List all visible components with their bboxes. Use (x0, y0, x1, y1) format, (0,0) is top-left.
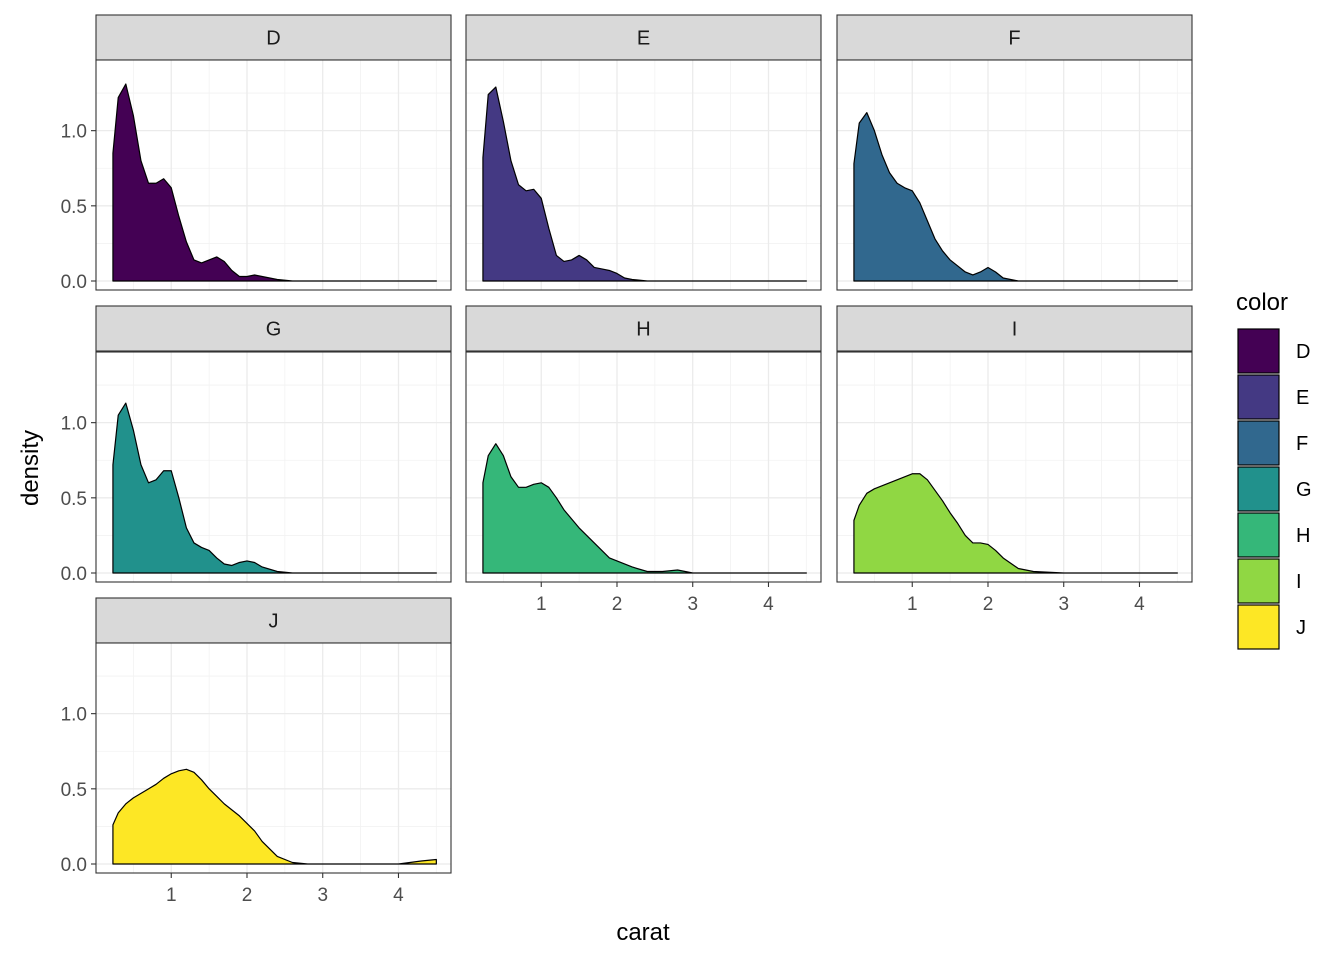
x-tick-label: 3 (687, 594, 698, 615)
x-tick-label: 2 (242, 885, 253, 906)
facet-panel-h: H 1 2 3 4 (465, 305, 822, 615)
x-tick-label: 4 (763, 594, 774, 615)
facet-strip-label: G (266, 319, 282, 341)
facet-panel-g: G 0.0 0.5 1.0 (61, 305, 452, 585)
legend-key-swatch (1237, 374, 1280, 420)
facet-panel-f: F (836, 14, 1193, 291)
facet-panel-j: J 0.0 0.5 1.0 1 2 3 4 (61, 597, 452, 906)
legend-label: E (1296, 387, 1309, 409)
density-area-g (112, 402, 437, 574)
x-tick-label: 1 (907, 594, 918, 615)
legend-key-swatch (1237, 558, 1280, 604)
facet-strip (465, 305, 822, 352)
panel-border (465, 59, 822, 291)
legend-label: D (1296, 341, 1310, 363)
panel-border (836, 59, 1193, 291)
x-tick-label: 2 (612, 594, 623, 615)
x-tick-label: 4 (1134, 594, 1145, 615)
x-tick-label: 3 (1058, 594, 1069, 615)
x-tick-label: 3 (317, 885, 328, 906)
facet-strip (836, 305, 1193, 352)
facet-strip-label: I (1012, 319, 1018, 341)
legend-item-j: J (1237, 604, 1306, 650)
legend-item-f: F (1237, 420, 1308, 466)
legend-key-swatch (1237, 512, 1280, 558)
x-axis-title: carat (616, 919, 670, 946)
facet-panel-i: I 1 2 3 4 (836, 305, 1193, 615)
density-area-j (112, 768, 437, 865)
panel-border (95, 59, 452, 291)
facet-strip-label: H (636, 319, 650, 341)
legend-key-swatch (1237, 604, 1280, 650)
panel-border (95, 642, 452, 874)
y-tick-label: 1.0 (61, 122, 87, 143)
facet-strip-label: J (269, 611, 279, 633)
legend-item-i: I (1237, 558, 1302, 604)
y-tick-label: 0.5 (61, 197, 87, 218)
facet-strip (836, 14, 1193, 61)
facet-strip-label: D (266, 28, 280, 50)
facet-strip (95, 597, 452, 644)
x-tick-label: 1 (166, 885, 177, 906)
y-tick-label: 0.0 (61, 855, 87, 876)
density-area-f (853, 112, 1178, 282)
legend: color D E F G H I J (1236, 289, 1312, 650)
facet-panel-e: E (465, 14, 822, 291)
legend-label: H (1296, 525, 1310, 547)
y-tick-label: 0.5 (61, 780, 87, 801)
facet-strip-label: F (1008, 28, 1020, 50)
density-area-i (853, 473, 1178, 574)
legend-label: I (1296, 571, 1302, 593)
legend-label: F (1296, 433, 1308, 455)
facet-strip (95, 14, 452, 61)
legend-key-swatch (1237, 420, 1280, 466)
x-tick-label: 1 (536, 594, 547, 615)
legend-label: J (1296, 617, 1306, 639)
legend-label: G (1296, 479, 1312, 501)
facet-strip-label: E (637, 28, 650, 50)
y-tick-label: 1.0 (61, 414, 87, 435)
y-tick-label: 0.5 (61, 489, 87, 510)
density-area-e (482, 86, 807, 282)
facet-panels: D 0.0 0.5 1.0 E F G 0.0 0.5 1.0 H 1 2 3 4 I 1 2 3 4 J 0.0 0.5 1… (61, 14, 1193, 906)
legend-item-g: G (1237, 466, 1312, 512)
facet-strip (465, 14, 822, 61)
legend-title: color (1236, 289, 1288, 316)
facet-strip (95, 305, 452, 352)
legend-item-e: E (1237, 374, 1309, 420)
y-tick-label: 1.0 (61, 705, 87, 726)
y-axis-title: density (17, 430, 44, 506)
legend-key-swatch (1237, 328, 1280, 374)
legend-item-d: D (1237, 328, 1310, 374)
panel-border (95, 351, 452, 583)
x-tick-label: 4 (393, 885, 404, 906)
panel-border (465, 351, 822, 583)
x-tick-label: 2 (983, 594, 994, 615)
density-area-h (482, 443, 807, 574)
y-tick-label: 0.0 (61, 272, 87, 293)
legend-key-swatch (1237, 466, 1280, 512)
panel-border (836, 351, 1193, 583)
density-area-d (112, 83, 437, 282)
y-tick-label: 0.0 (61, 564, 87, 585)
facet-panel-d: D 0.0 0.5 1.0 (61, 14, 452, 293)
legend-item-h: H (1237, 512, 1310, 558)
